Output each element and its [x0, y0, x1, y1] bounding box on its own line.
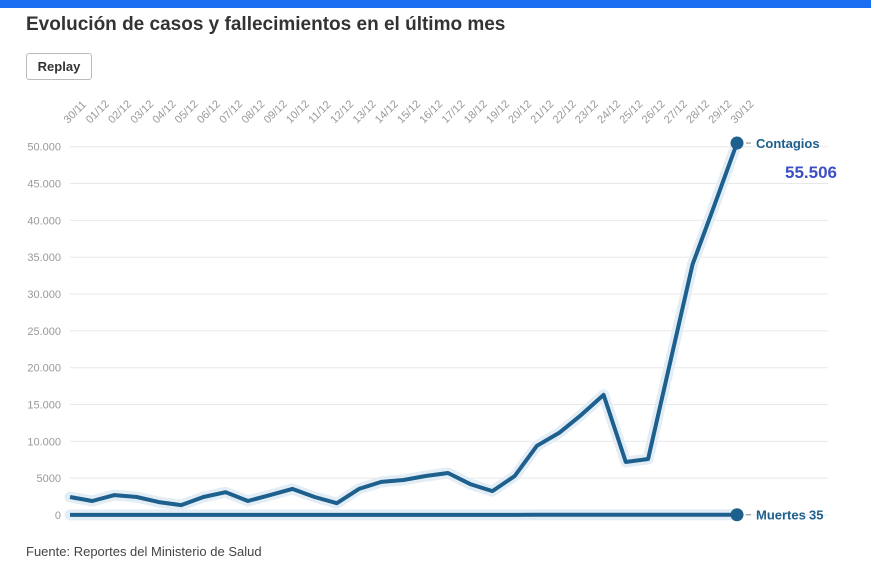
x-tick-label: 24/12 — [595, 98, 623, 126]
x-tick-label: 20/12 — [506, 98, 534, 126]
line-halo — [64, 137, 743, 511]
y-tick-label: 20.000 — [27, 363, 61, 375]
x-tick-label: 28/12 — [684, 98, 712, 126]
chart: 0 5000 10.000 15.000 20.000 25.000 30.000 35.00… — [27, 98, 837, 523]
y-tick-label: 5000 — [37, 473, 61, 485]
x-tick-label: 30/11 — [62, 99, 89, 126]
x-tick-label: 06/12 — [195, 98, 223, 126]
x-tick-label: 11/12 — [306, 99, 333, 126]
x-tick-label: 19/12 — [484, 98, 512, 126]
x-tick-label: 15/12 — [395, 98, 423, 126]
annotation: 55.506 — [785, 163, 837, 182]
x-tick-label: 04/12 — [151, 98, 179, 126]
y-tick-label: 50.000 — [27, 142, 61, 154]
x-tick-label: 13/12 — [351, 98, 379, 126]
x-tick-label: 05/12 — [173, 98, 201, 126]
source-note: Fuente: Reportes del Ministerio de Salud — [26, 544, 262, 559]
y-tick-label: 0 — [55, 510, 61, 522]
x-tick-label: 26/12 — [640, 98, 668, 126]
x-tick-label: 03/12 — [128, 98, 156, 126]
x-tick-label: 07/12 — [217, 98, 245, 126]
replay-button[interactable]: Replay — [26, 53, 92, 80]
y-tick-label: 30.000 — [27, 289, 61, 301]
x-tick-label: 17/12 — [440, 98, 468, 126]
series-label: Muertes — [756, 508, 806, 523]
x-tick-label: 22/12 — [551, 98, 579, 126]
x-tick-label: 08/12 — [240, 98, 268, 126]
x-tick-label: 01/12 — [84, 98, 112, 126]
x-tick-label: 23/12 — [573, 98, 601, 126]
chart-title: Evolución de casos y fallecimientos en e… — [26, 14, 506, 35]
x-tick-label: 09/12 — [262, 98, 290, 126]
x-tick-label: 18/12 — [462, 98, 490, 126]
x-tick-label: 29/12 — [706, 98, 734, 126]
y-tick-label: 45.000 — [27, 179, 61, 191]
y-tick-label: 35.000 — [27, 252, 61, 264]
end-dot — [730, 136, 744, 150]
x-tick-label: 16/12 — [417, 98, 445, 126]
end-dot — [730, 508, 744, 522]
x-tick-label: 30/12 — [729, 98, 757, 126]
y-tick-label: 15.000 — [27, 400, 61, 412]
y-tick-label: 40.000 — [27, 215, 61, 227]
x-tick-label: 21/12 — [529, 98, 557, 126]
x-tick-label: 10/12 — [284, 98, 312, 126]
x-tick-label: 25/12 — [617, 98, 645, 126]
x-tick-label: 12/12 — [328, 98, 356, 126]
x-tick-label: 14/12 — [373, 98, 401, 126]
x-tick-label: 27/12 — [662, 98, 690, 126]
y-tick-label: 10.000 — [27, 436, 61, 448]
series-value: 35 — [809, 508, 823, 523]
series-label: Contagios — [756, 136, 820, 151]
line — [69, 142, 739, 508]
y-tick-label: 25.000 — [27, 326, 61, 338]
x-tick-label: 02/12 — [106, 98, 134, 126]
top-bar — [0, 0, 871, 8]
